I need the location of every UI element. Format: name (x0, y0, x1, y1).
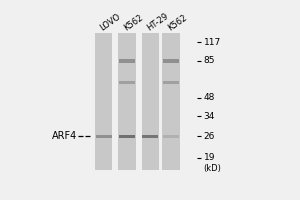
Text: 19: 19 (204, 153, 215, 162)
Text: K562: K562 (166, 13, 189, 32)
Bar (118, 33, 136, 170)
Text: 85: 85 (204, 56, 215, 65)
Text: K562: K562 (122, 13, 145, 32)
Text: 34: 34 (204, 112, 215, 121)
Bar (163, 33, 180, 170)
Text: 26: 26 (204, 132, 215, 141)
Bar (142, 33, 159, 170)
Bar (164, 59, 179, 63)
Text: HT-29: HT-29 (145, 11, 170, 32)
Text: LOVO: LOVO (99, 12, 123, 32)
Bar (119, 59, 135, 63)
Text: ARF4: ARF4 (52, 131, 77, 141)
Bar (119, 81, 135, 84)
Text: 117: 117 (204, 38, 221, 47)
Text: 48: 48 (204, 93, 215, 102)
Bar (96, 135, 112, 138)
Bar (95, 33, 112, 170)
Text: (kD): (kD) (204, 164, 222, 173)
Bar (164, 81, 179, 84)
Bar (119, 135, 135, 138)
Bar (142, 135, 158, 138)
Bar (164, 135, 179, 138)
